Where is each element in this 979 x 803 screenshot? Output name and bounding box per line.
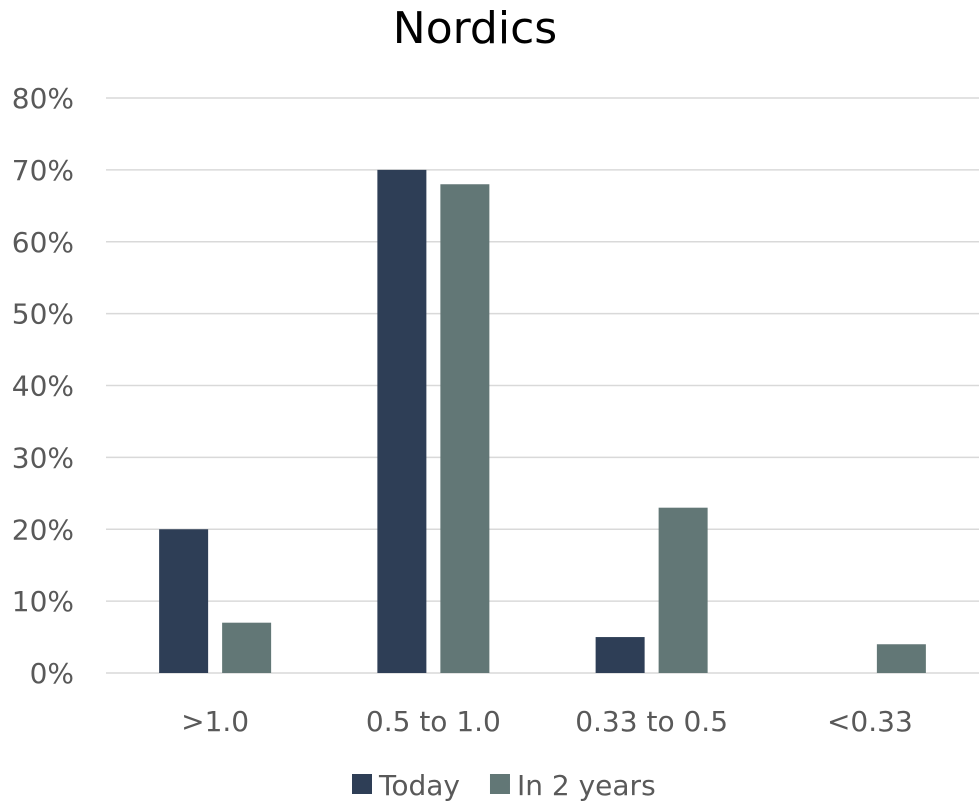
legend: Today In 2 years [352, 769, 656, 802]
y-tick-label: 60% [12, 226, 74, 259]
legend-swatch [352, 774, 372, 794]
y-tick-label: 80% [12, 82, 74, 115]
chart-title: Nordics [393, 3, 557, 54]
gridlines [106, 97, 979, 674]
y-tick-label: 0% [30, 657, 74, 690]
bar-today [595, 637, 645, 673]
x-axis-category-labels: >1.0 0.5 to 1.0 0.33 to 0.5 <0.33 [181, 705, 913, 738]
y-tick-label: 40% [12, 370, 74, 403]
bar-in-2-years [658, 507, 708, 673]
bar-today [159, 529, 209, 673]
legend-label: In 2 years [517, 769, 656, 802]
x-category-label: 0.33 to 0.5 [575, 705, 728, 738]
bar-in-2-years [876, 644, 926, 673]
bar-in-2-years [222, 622, 272, 673]
y-axis-tick-labels: 0% 10% 20% 30% 40% 50% 60% 70% 80% [12, 82, 74, 690]
x-category-label: 0.5 to 1.0 [366, 705, 501, 738]
y-tick-label: 30% [12, 441, 74, 474]
y-tick-label: 20% [12, 513, 74, 546]
bar-in-2-years [440, 184, 490, 673]
y-tick-label: 10% [12, 585, 74, 618]
bars [159, 169, 926, 673]
x-category-label: <0.33 [827, 705, 913, 738]
legend-swatch [489, 774, 510, 794]
y-tick-label: 50% [12, 298, 74, 331]
legend-label: Today [378, 769, 460, 802]
x-category-label: >1.0 [181, 705, 249, 738]
bar-today [377, 169, 427, 673]
y-tick-label: 70% [12, 154, 74, 187]
